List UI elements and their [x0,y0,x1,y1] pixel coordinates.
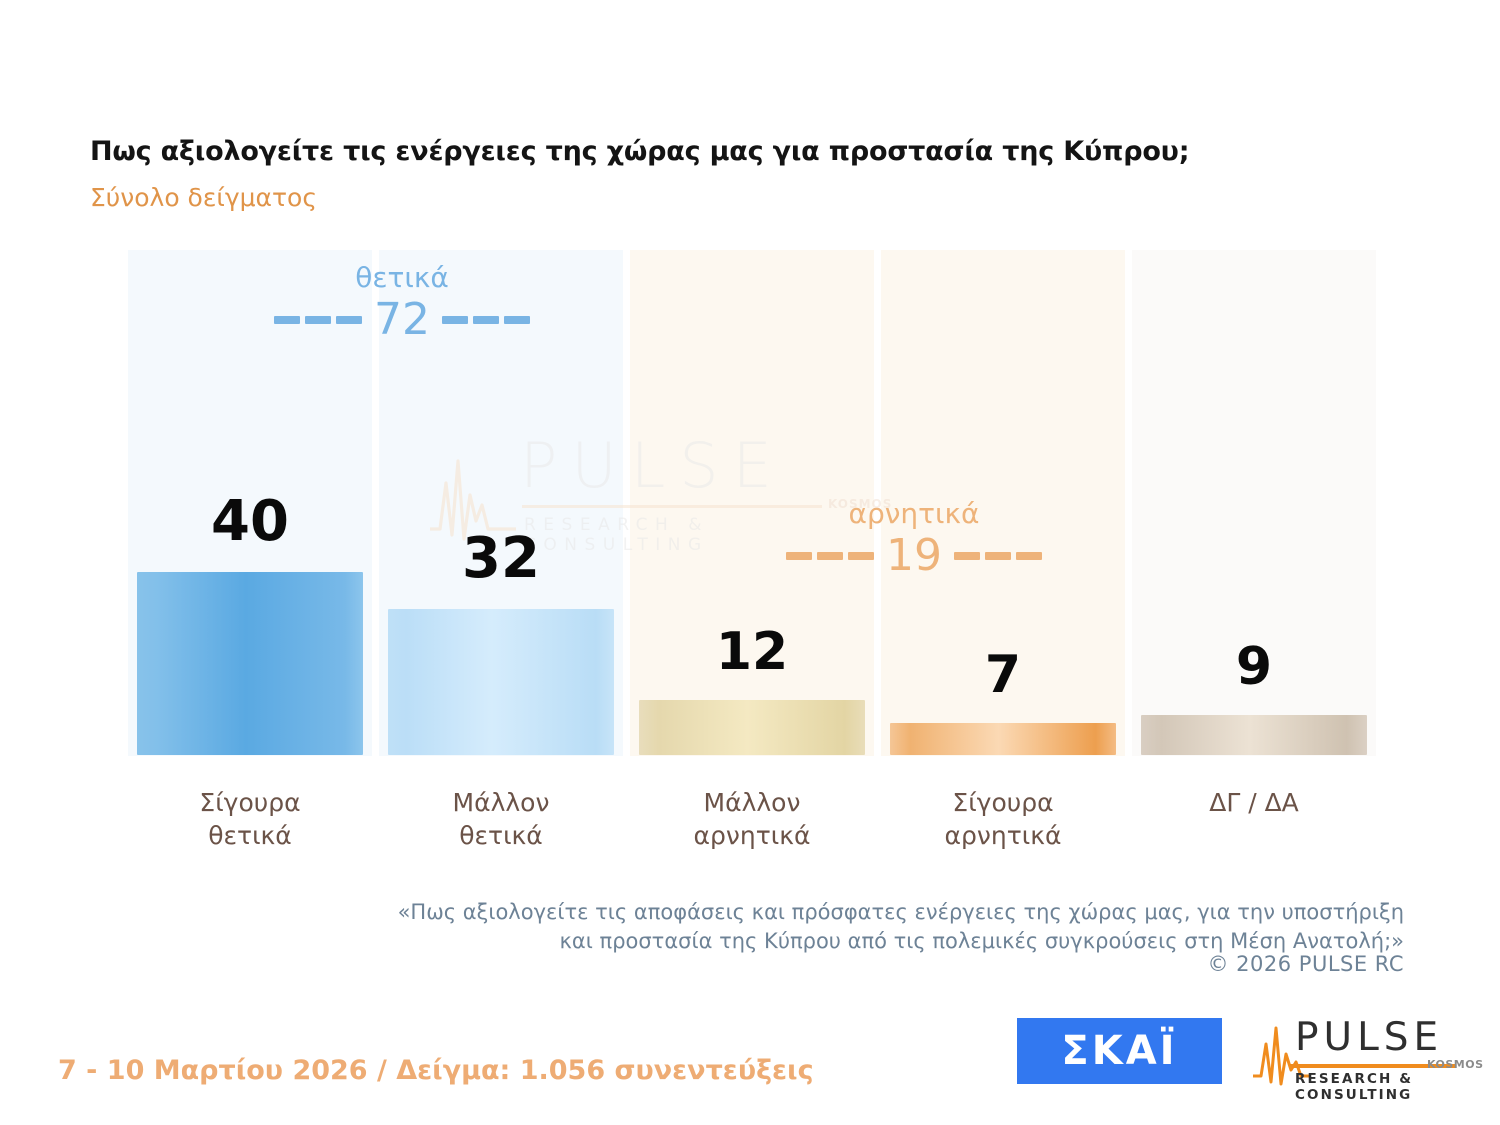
category-label-5-line1: ΔΓ / ΔΑ [1209,788,1299,817]
category-label-4-line1: Σίγουρα [952,788,1054,817]
category-label-2-line1: Μάλλον [452,788,550,817]
category-label-5: ΔΓ / ΔΑ [1132,786,1376,852]
category-label-1: Σίγουρα θετικά [128,786,372,852]
category-label-3-line2: αρνητικά [693,821,811,850]
page-title: Πως αξιολογείτε τις ενέργειες της χώρας … [90,136,1190,167]
bar-value-2: 32 [462,526,540,591]
pulse-logo: PULSE KOSMOS RESEARCH & CONSULTING [1253,1015,1483,1103]
bar-column-2: 32 [379,250,623,756]
category-label-1-line2: θετικά [208,821,292,850]
bar-columns: 40 32 12 7 9 [128,250,1376,756]
skai-logo-text: ΣΚΑΪ [1061,1028,1178,1074]
category-labels: Σίγουρα θετικά Μάλλον θετικά Μάλλον αρνη… [128,786,1376,852]
bar-column-1: 40 [128,250,372,756]
panel-col-4 [881,250,1125,756]
dash-left-positive [274,316,362,324]
bar-5 [1141,715,1367,755]
page-subtitle: Σύνολο δείγματος [90,183,318,212]
group-legend-positive-label: θετικά [355,261,449,294]
group-legend-negative-label: αρνητικά [848,497,980,530]
dash-right-positive [442,316,530,324]
fieldwork-dates: 7 - 10 Μαρτίου 2026 / Δείγμα: 1.056 συνε… [58,1055,814,1086]
bar-2 [388,609,614,755]
group-legend-positive-total: 72 [374,294,430,345]
category-label-2: Μάλλον θετικά [379,786,623,852]
footnote: «Πως αξιολογείτε τις αποφάσεις και πρόσφ… [344,898,1404,956]
panel-col-3 [630,250,874,756]
category-label-4-line2: αρνητικά [944,821,1062,850]
dash-left-negative [786,552,874,560]
category-label-2-line2: θετικά [459,821,543,850]
skai-logo: ΣΚΑΪ [1017,1018,1222,1084]
footnote-line-1: «Πως αξιολογείτε τις αποφάσεις και πρόσφ… [397,900,1404,924]
pulse-logo-rule [1289,1064,1455,1068]
copyright-line: © 2026 PULSE RC [1207,952,1404,976]
pulse-logo-kosmos: KOSMOS [1427,1058,1484,1071]
bar-value-4: 7 [984,645,1022,705]
bar-chart: PULSE KOSMOS RESEARCH & CONSULTING 40 32… [128,250,1376,756]
group-legend-negative-total: 19 [886,530,942,581]
category-label-1-line1: Σίγουρα [199,788,301,817]
bar-column-3: 12 [630,250,874,756]
bar-value-1: 40 [211,489,289,554]
group-legend-negative: αρνητικά 19 [764,500,1064,578]
bar-3 [639,700,865,755]
dash-right-negative [954,552,1042,560]
bar-column-4: 7 [881,250,1125,756]
pulse-logo-sub: RESEARCH & CONSULTING [1295,1071,1414,1103]
bar-value-3: 12 [715,622,789,682]
panel-col-5 [1132,250,1376,756]
bar-column-5: 9 [1132,250,1376,756]
category-label-4: Σίγουρα αρνητικά [881,786,1125,852]
category-label-3: Μάλλον αρνητικά [630,786,874,852]
category-label-3-line1: Μάλλον [703,788,801,817]
footnote-line-2: και προστασία της Κύπρου από τις πολεμικ… [559,928,1404,953]
group-legend-positive: θετικά 72 [252,264,552,342]
pulse-logo-name: PULSE [1295,1015,1444,1060]
bar-value-5: 9 [1235,637,1273,697]
bar-4 [890,723,1116,755]
bar-1 [137,572,363,755]
